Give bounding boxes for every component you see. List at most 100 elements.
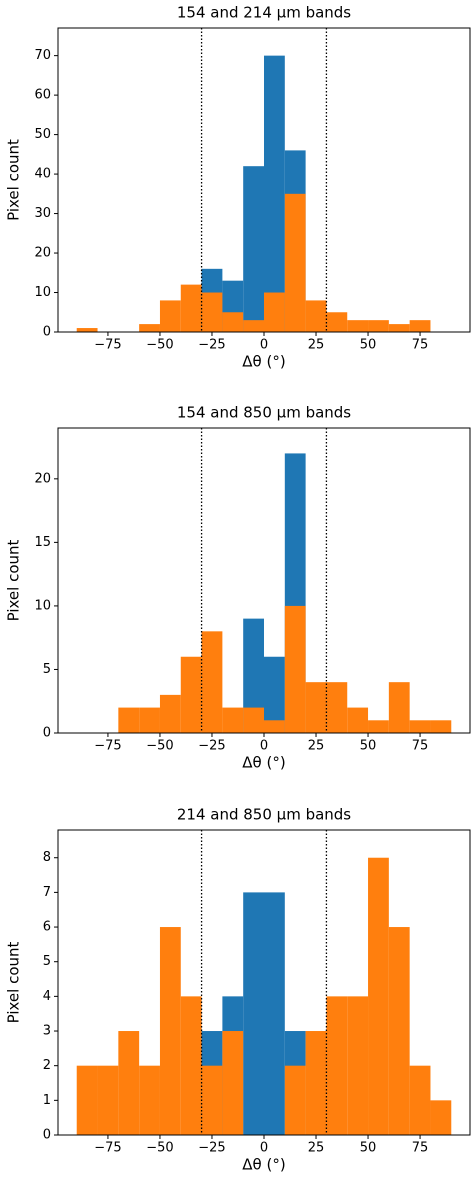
- histogram-bar: [139, 1065, 160, 1135]
- histogram-bar: [430, 1100, 452, 1135]
- y-tick-label: 7: [43, 885, 51, 900]
- y-tick-label: 15: [34, 535, 51, 550]
- histogram-bar: [180, 996, 202, 1135]
- histogram-bar: [243, 707, 264, 733]
- y-tick-label: 6: [43, 920, 51, 935]
- histogram-bar: [243, 892, 264, 1135]
- histogram-bar: [347, 707, 369, 733]
- panel: −75 −50 −25 0 25 50 75 0 10 20 30 40 50 60 70 154 and 2…: [5, 4, 471, 371]
- histogram-bar: [326, 682, 348, 733]
- x-tick-label: 50: [360, 739, 377, 754]
- histogram-bar: [284, 193, 306, 332]
- histogram-bar: [409, 720, 431, 733]
- x-tick-label: 50: [360, 1141, 377, 1156]
- x-tick-label: 50: [360, 338, 377, 353]
- chart-title: 154 and 214 μm bands: [177, 4, 351, 22]
- x-tick-label: 25: [308, 338, 325, 353]
- histogram-bar: [76, 328, 98, 332]
- histogram-bar: [326, 996, 348, 1135]
- x-tick-label: −50: [146, 739, 173, 754]
- x-tick-label: 25: [308, 1141, 325, 1156]
- y-tick-label: 8: [43, 850, 51, 865]
- y-tick-label: 50: [34, 127, 51, 142]
- histogram-bar: [388, 324, 410, 332]
- y-axis-label: Pixel count: [5, 139, 23, 221]
- histogram-bar: [180, 284, 202, 332]
- histogram-bar: [243, 320, 264, 332]
- histogram-bar: [388, 927, 410, 1135]
- y-tick-label: 60: [34, 88, 51, 103]
- x-tick-label: −50: [146, 1141, 173, 1156]
- x-tick-label: −25: [198, 338, 225, 353]
- histogram-bar: [284, 1065, 306, 1135]
- y-tick-label: 0: [43, 325, 51, 340]
- y-tick-label: 30: [34, 206, 51, 221]
- histogram-bar: [326, 312, 348, 332]
- histogram-bar: [222, 707, 244, 733]
- histogram-bar: [305, 682, 327, 733]
- x-axis-label: Δθ (°): [242, 1156, 285, 1174]
- panel: −75 −50 −25 0 25 50 75 0 1 2 3 4 5 6 7 8 214 and 850 μm …: [5, 806, 471, 1174]
- histogram-bar: [368, 320, 389, 332]
- x-tick-label: 0: [260, 1141, 268, 1156]
- histogram-bar: [180, 656, 202, 733]
- histogram-bar: [97, 1065, 119, 1135]
- histogram-bar: [368, 857, 389, 1135]
- histogram-bar: [264, 656, 285, 733]
- histogram-bar: [305, 1031, 327, 1135]
- y-tick-label: 2: [43, 1058, 51, 1073]
- histogram-bar: [284, 605, 306, 733]
- y-tick-label: 10: [34, 598, 51, 613]
- histogram-bar: [264, 292, 285, 332]
- histogram-bar: [139, 324, 160, 332]
- panel: −75 −50 −25 0 25 50 75 0 5 10 15 20 154 and 850 μm b…: [5, 404, 471, 772]
- y-tick-label: 5: [43, 954, 51, 969]
- x-tick-label: 75: [412, 338, 429, 353]
- x-tick-label: −75: [94, 1141, 121, 1156]
- y-tick-label: 10: [34, 285, 51, 300]
- histogram-bar: [159, 927, 181, 1135]
- y-axis-label: Pixel count: [5, 539, 23, 621]
- x-tick-label: −25: [198, 739, 225, 754]
- chart-title: 154 and 850 μm bands: [177, 404, 351, 422]
- y-tick-label: 1: [43, 1093, 51, 1108]
- histogram-bar: [201, 1065, 223, 1135]
- histogram-bar: [243, 618, 264, 733]
- histogram-bar: [139, 707, 160, 733]
- x-axis-label: Δθ (°): [242, 754, 285, 772]
- histogram-bar: [243, 166, 264, 332]
- x-tick-label: −75: [94, 739, 121, 754]
- y-tick-label: 70: [34, 48, 51, 63]
- x-tick-label: 75: [412, 739, 429, 754]
- x-tick-label: −75: [94, 338, 121, 353]
- histogram-bar: [305, 300, 327, 332]
- y-tick-label: 40: [34, 167, 51, 182]
- chart-title: 214 and 850 μm bands: [177, 806, 351, 824]
- histogram-bar: [118, 707, 140, 733]
- y-tick-label: 5: [43, 662, 51, 677]
- histogram-bar: [430, 720, 452, 733]
- histogram-bar: [159, 694, 181, 733]
- y-tick-label: 0: [43, 1128, 51, 1143]
- x-axis-label: Δθ (°): [242, 353, 285, 371]
- histogram-bar: [368, 720, 389, 733]
- histogram-bar: [347, 320, 369, 332]
- histogram-bar: [264, 720, 285, 733]
- x-tick-label: 75: [412, 1141, 429, 1156]
- y-tick-label: 0: [43, 726, 51, 741]
- y-axis-label: Pixel count: [5, 941, 23, 1023]
- histogram-bar: [118, 1031, 140, 1135]
- x-tick-label: −25: [198, 1141, 225, 1156]
- histogram-bar: [264, 892, 285, 1135]
- histogram-bar: [347, 996, 369, 1135]
- x-tick-label: 0: [260, 739, 268, 754]
- histogram-bar: [409, 1065, 431, 1135]
- histogram-bar: [76, 1065, 98, 1135]
- y-tick-label: 20: [34, 246, 51, 261]
- histogram-bar: [264, 55, 285, 333]
- histogram-bar: [388, 682, 410, 733]
- histogram-bar: [201, 631, 223, 733]
- histogram-bar: [159, 300, 181, 332]
- x-tick-label: −50: [146, 338, 173, 353]
